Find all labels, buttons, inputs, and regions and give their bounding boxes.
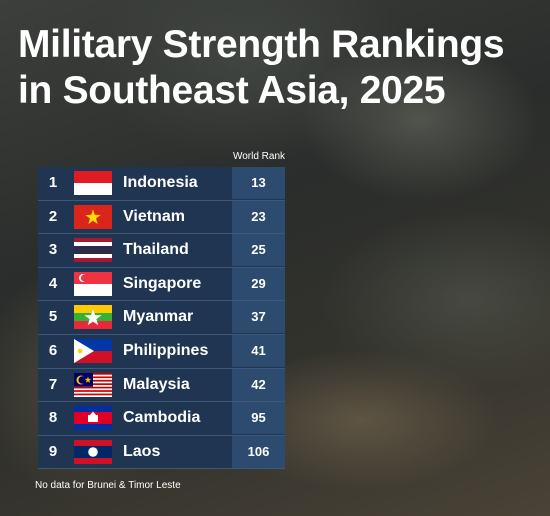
world-rank: 106 xyxy=(232,435,285,468)
country-name: Thailand xyxy=(123,241,189,259)
table-row: 4 Singapore 29 xyxy=(38,267,285,302)
title: Military Strength Rankings in Southeast … xyxy=(18,23,505,112)
footnote: No data for Brunei & Timor Leste xyxy=(35,480,181,491)
rank: 8 xyxy=(48,409,58,427)
country-name: Vietnam xyxy=(123,207,185,225)
rank: 4 xyxy=(48,274,58,292)
flag-icon xyxy=(74,305,112,330)
country-name: Indonesia xyxy=(123,174,198,191)
table-row: 3 Thailand 25 xyxy=(38,234,285,268)
column-header: World Rank xyxy=(232,151,286,162)
country-name: Malaysia xyxy=(123,375,190,393)
flag-icon xyxy=(74,238,112,263)
world-rank: 41 xyxy=(232,334,285,367)
rank: 6 xyxy=(48,341,58,359)
world-rank: 13 xyxy=(232,167,285,199)
flag-icon xyxy=(74,338,112,363)
world-rank: 37 xyxy=(232,301,285,334)
rank: 9 xyxy=(48,442,58,460)
rank: 5 xyxy=(48,308,58,326)
world-rank: 23 xyxy=(232,200,285,233)
table-row: 8 Cambodia 95 xyxy=(38,402,285,436)
country-name: Myanmar xyxy=(123,308,194,326)
world-rank: 29 xyxy=(232,267,285,300)
country-name: Laos xyxy=(123,442,161,460)
flag-icon xyxy=(74,171,112,195)
table-row: 7 Malaysia 42 xyxy=(38,368,285,403)
table-row: 6 Philippines 41 xyxy=(38,334,285,369)
rank: 7 xyxy=(48,375,58,393)
flag-icon xyxy=(74,372,112,397)
table: 1 Indonesia 13 2 Vietnam 23 3 Thailand 25 4 Singap… xyxy=(38,167,285,470)
flag-icon xyxy=(74,271,112,296)
country-name: Cambodia xyxy=(123,409,201,427)
world-rank: 25 xyxy=(232,234,285,267)
rank: 3 xyxy=(48,241,58,259)
table-row: 2 Vietnam 23 xyxy=(38,200,285,235)
table-row: 1 Indonesia 13 xyxy=(38,167,285,201)
flag-icon xyxy=(74,406,112,431)
rank: 1 xyxy=(48,174,58,191)
rank: 2 xyxy=(48,207,58,225)
country-name: Singapore xyxy=(123,274,202,292)
flag-icon xyxy=(74,204,112,229)
world-rank: 95 xyxy=(232,402,285,435)
table-row: 5 Myanmar 37 xyxy=(38,301,285,335)
country-name: Philippines xyxy=(123,341,209,359)
world-rank: 42 xyxy=(232,368,285,401)
flag-icon xyxy=(74,439,112,464)
table-row: 9 Laos 106 xyxy=(38,435,285,470)
